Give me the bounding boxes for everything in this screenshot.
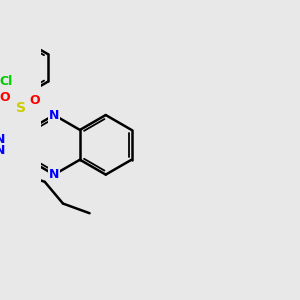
Text: N: N <box>0 133 5 146</box>
Text: N: N <box>49 109 59 122</box>
Text: Cl: Cl <box>0 75 12 88</box>
Text: N: N <box>49 168 59 181</box>
Text: O: O <box>0 91 11 104</box>
Text: S: S <box>16 101 26 115</box>
Text: N: N <box>0 144 5 157</box>
Text: O: O <box>30 94 40 107</box>
